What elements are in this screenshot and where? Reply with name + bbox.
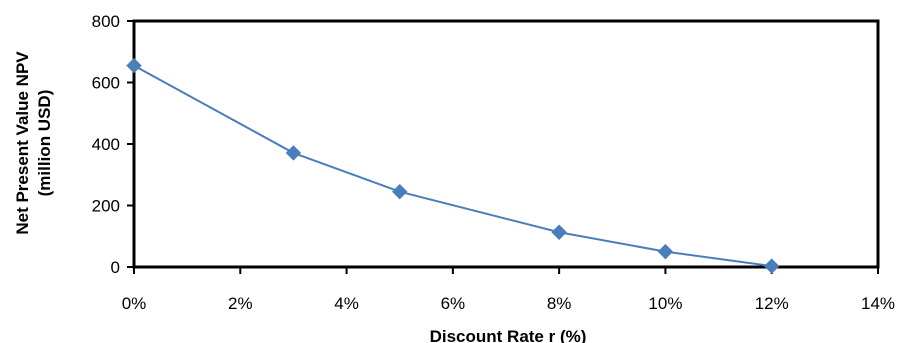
series-line xyxy=(133,64,772,268)
y-axis-title-line-1: Net Present Value NPV xyxy=(13,51,32,235)
x-tick-label: 10% xyxy=(648,294,682,313)
x-tick-label: 12% xyxy=(755,294,789,313)
series-group xyxy=(126,57,780,274)
x-tick-label: 2% xyxy=(228,294,253,313)
y-axis-ticks: 0 200 400 600 800 xyxy=(92,12,134,277)
y-tick-label: 600 xyxy=(92,74,120,93)
data-point-marker xyxy=(764,258,780,274)
y-tick-label: 200 xyxy=(92,197,120,216)
x-tick-label: 4% xyxy=(334,294,359,313)
y-axis-title: Net Present Value NPV (million USD) xyxy=(13,51,54,235)
x-tick-label: 14% xyxy=(861,294,895,313)
axes xyxy=(132,19,880,269)
y-tick-label: 0 xyxy=(111,258,120,277)
y-axis-title-line-2: (million USD) xyxy=(35,90,54,197)
x-axis-ticks: 0% 2% 4% 6% 8% 10% 12% 14% xyxy=(122,267,895,313)
x-axis-title: Discount Rate r (%) xyxy=(430,327,587,343)
data-point-marker xyxy=(657,243,674,260)
data-point-marker xyxy=(285,145,302,161)
data-point-marker xyxy=(551,224,567,240)
data-point-marker xyxy=(126,57,142,74)
x-tick-label: 0% xyxy=(122,294,147,313)
y-tick-label: 400 xyxy=(92,135,120,154)
x-tick-label: 6% xyxy=(441,294,466,313)
plot-area-frame xyxy=(132,19,880,269)
data-point-marker xyxy=(392,183,408,200)
x-tick-label: 8% xyxy=(547,294,572,313)
y-tick-label: 800 xyxy=(92,12,120,31)
